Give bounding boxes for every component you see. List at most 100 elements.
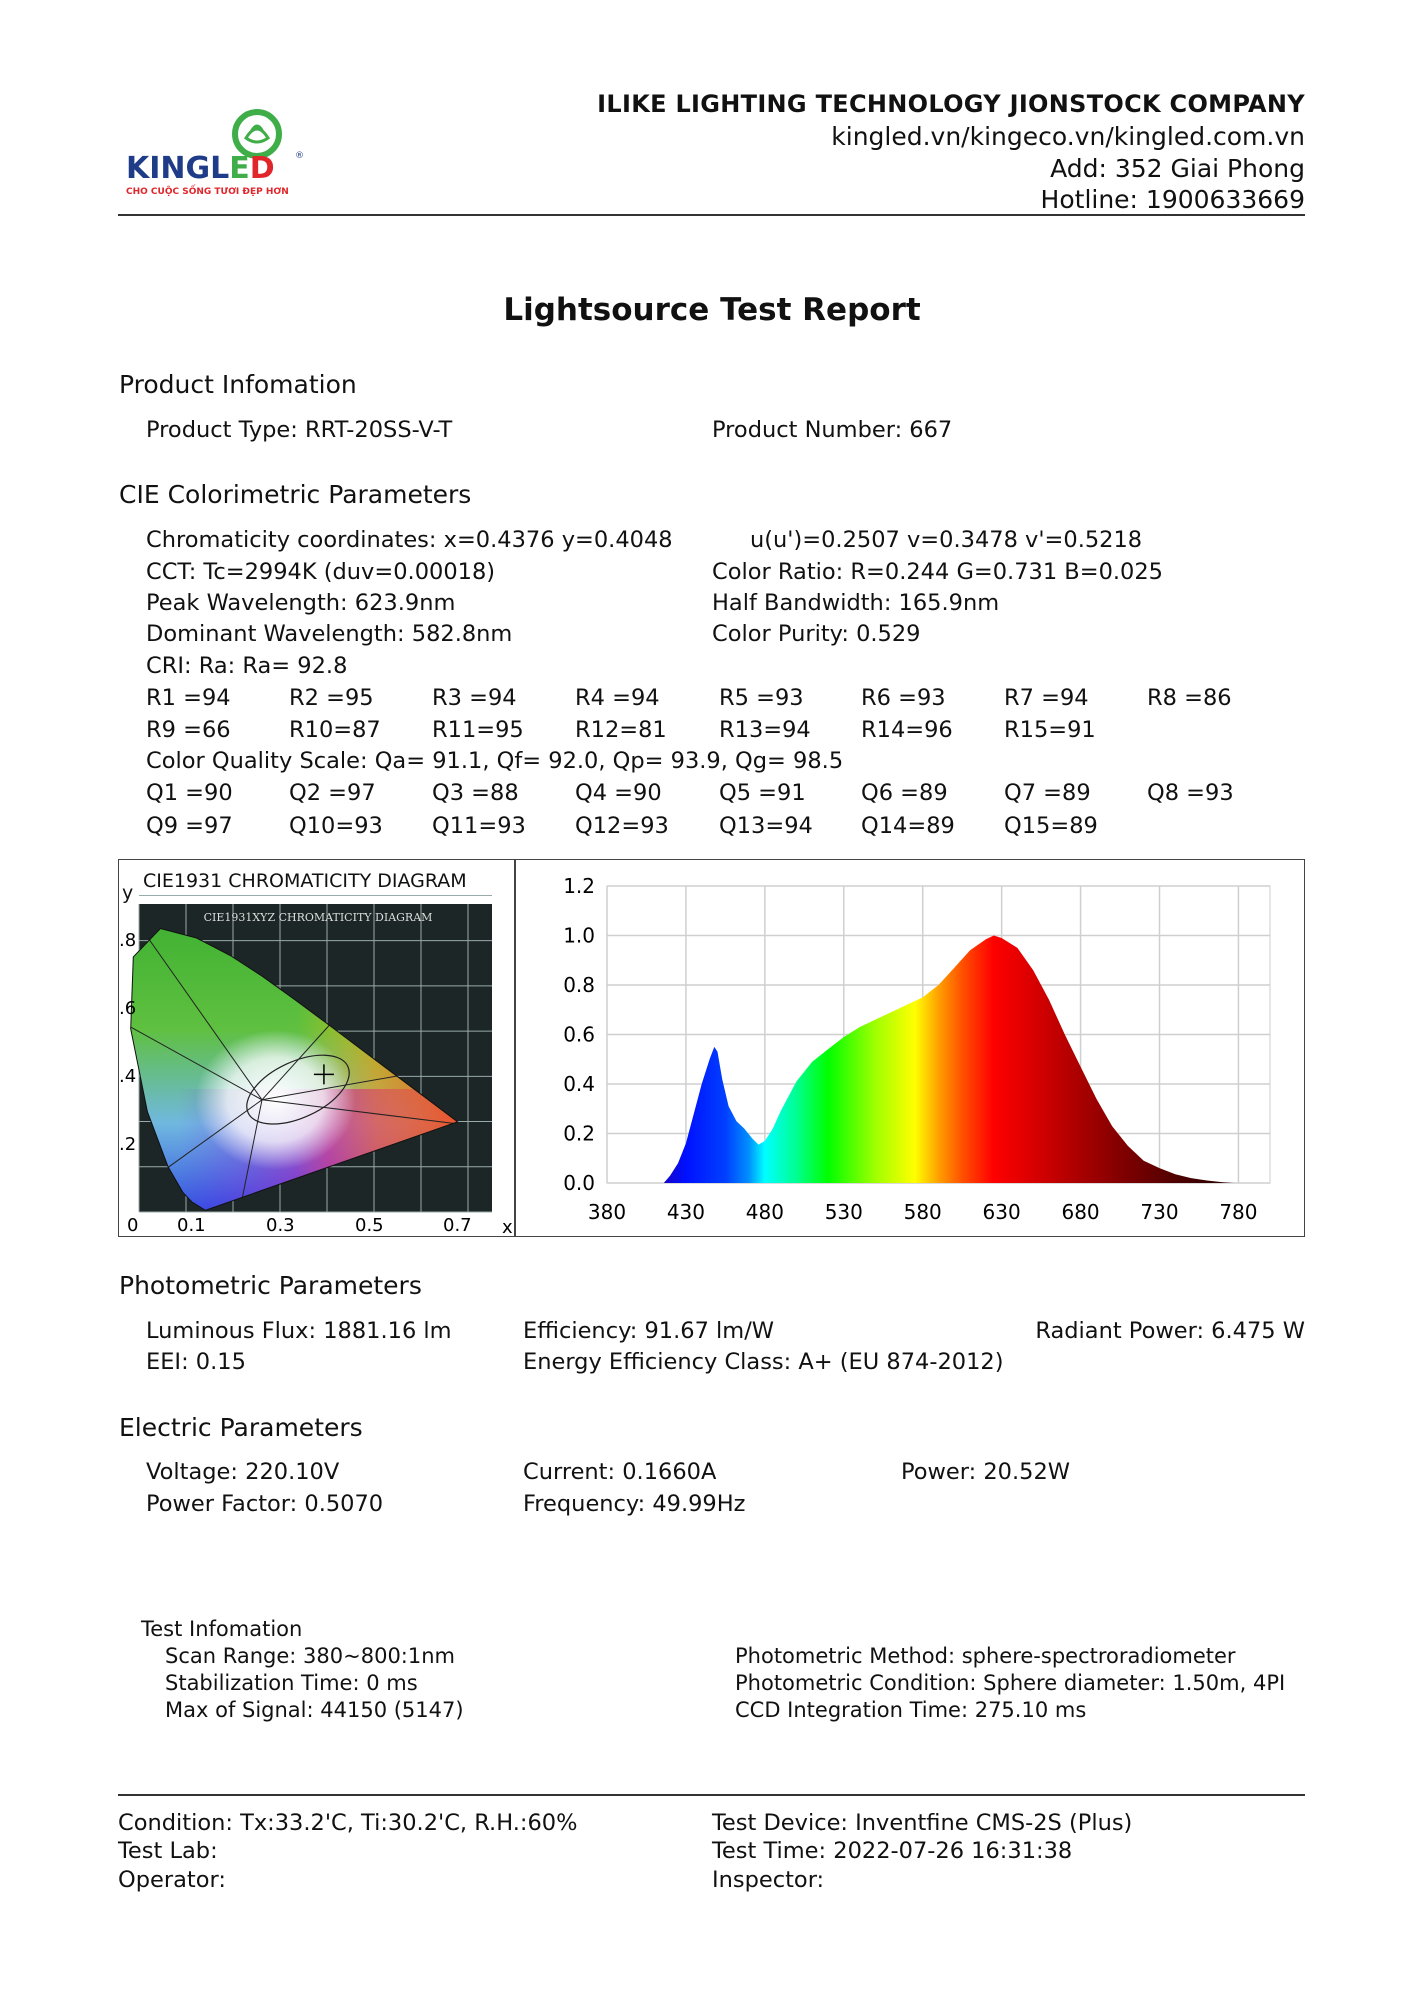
cie-chromaticity-diagram: CIE1931XYZ CHROMATICITY DIAGRAM 0 0.1 0.3 0.… (119, 894, 513, 1237)
cqs-value: Q1 =90 (146, 780, 233, 806)
x-tick-label: 680 (1061, 1200, 1099, 1224)
cqs-value: Q14=89 (861, 813, 955, 839)
y-tick-label: 1.0 (563, 924, 595, 948)
kingled-logo: KINGLED ® CHO CUỘC SỐNG TƯƠI ĐẸP HƠN (126, 109, 304, 197)
condition: Condition: Tx:33.2'C, Ti:30.2'C, R.H.:60… (118, 1810, 578, 1836)
uv-coordinates: u(u')=0.2507 v=0.3478 v'=0.5218 (750, 527, 1143, 553)
cqs-value: Q7 =89 (1004, 780, 1091, 806)
cqs-value: Q8 =93 (1147, 780, 1234, 806)
cqs-value: Q6 =89 (861, 780, 948, 806)
cie-heading: CIE Colorimetric Parameters (119, 480, 472, 509)
x-tick-label: 530 (825, 1200, 863, 1224)
cri-value: R5 =93 (719, 685, 804, 711)
cqs-value: Q3 =88 (432, 780, 519, 806)
y-tick-label: 0.6 (563, 1023, 595, 1047)
color-quality-scale: Color Quality Scale: Qa= 91.1, Qf= 92.0,… (146, 748, 844, 774)
max-signal: Max of Signal: 44150 (5147) (165, 1698, 464, 1722)
white-region-outline (246, 1054, 350, 1125)
cqs-value: Q11=93 (432, 813, 526, 839)
current: Current: 0.1660A (523, 1459, 717, 1485)
x-tick-label: 430 (667, 1200, 705, 1224)
color-ratio: Color Ratio: R=0.244 G=0.731 B=0.025 (712, 559, 1163, 585)
electric-heading: Electric Parameters (119, 1413, 363, 1442)
cri-value: R11=95 (432, 717, 524, 743)
photometric-condition: Photometric Condition: Sphere diameter: … (735, 1671, 1286, 1695)
half-bandwidth: Half Bandwidth: 165.9nm (712, 590, 1000, 616)
hue-boundary-line (261, 1024, 330, 1101)
product-number: Product Number: 667 (712, 417, 953, 443)
scan-range: Scan Range: 380~800:1nm (165, 1644, 456, 1668)
cie-y-tick: .8 (119, 930, 136, 951)
cqs-value: Q15=89 (1004, 813, 1098, 839)
energy-class: Energy Efficiency Class: A+ (EU 874-2012… (523, 1349, 1004, 1375)
peak-wavelength: Peak Wavelength: 623.9nm (146, 590, 456, 616)
x-tick-label: 480 (746, 1200, 784, 1224)
svg-text:®: ® (295, 151, 304, 161)
y-tick-label: 0.2 (563, 1122, 595, 1146)
cri-value: R1 =94 (146, 685, 231, 711)
cri-value: R7 =94 (1004, 685, 1089, 711)
radiant-power: Radiant Power: 6.475 W (1035, 1318, 1305, 1344)
hue-boundary-line (149, 939, 263, 1101)
test-lab: Test Lab: (118, 1838, 218, 1864)
chromaticity: Chromaticity coordinates: x=0.4376 y=0.4… (146, 527, 673, 553)
eei: EEI: 0.15 (146, 1349, 246, 1375)
efficiency: Efficiency: 91.67 lm/W (523, 1318, 775, 1344)
dominant-wavelength: Dominant Wavelength: 582.8nm (146, 621, 513, 647)
bulb-icon (232, 109, 282, 159)
hue-boundary-line (261, 1075, 398, 1101)
cie-y-tick: .6 (119, 998, 136, 1019)
cri-value: R12=81 (575, 717, 667, 743)
cqs-value: Q10=93 (289, 813, 383, 839)
cie-x-tick: 0.7 (443, 1215, 472, 1236)
logo-tagline: CHO CUỘC SỐNG TƯƠI ĐẸP HƠN (126, 184, 289, 197)
websites: kingled.vn/kingeco.vn/kingled.com.vn (831, 122, 1305, 151)
cqs-value: Q2 =97 (289, 780, 376, 806)
cie-y-tick: .2 (119, 1134, 136, 1155)
cqs-value: Q13=94 (719, 813, 813, 839)
charts-frame (118, 859, 1305, 1237)
stabilization-time: Stabilization Time: 0 ms (165, 1671, 418, 1695)
cie-x-tick: 0.5 (355, 1215, 384, 1236)
product-type: Product Type: RRT-20SS-V-T (146, 417, 453, 443)
footer-divider (118, 1794, 1305, 1796)
cri-value: R13=94 (719, 717, 811, 743)
cri-value: R14=96 (861, 717, 953, 743)
test-time: Test Time: 2022-07-26 16:31:38 (712, 1838, 1073, 1864)
report-title: Lightsource Test Report (503, 292, 921, 328)
x-tick-label: 380 (588, 1200, 626, 1224)
photometric-method: Photometric Method: sphere-spectroradiom… (735, 1644, 1236, 1668)
logo-wordmark: KINGLED (126, 151, 275, 186)
header-divider (118, 214, 1305, 216)
cri-value: R4 =94 (575, 685, 660, 711)
cie-y-tick: .4 (119, 1066, 136, 1087)
cie-inner-title: CIE1931XYZ CHROMATICITY DIAGRAM (204, 911, 433, 924)
cqs-value: Q5 =91 (719, 780, 806, 806)
x-tick-label: 580 (904, 1200, 942, 1224)
cie-y-label: y (122, 882, 134, 904)
spectrum-area (607, 935, 1239, 1183)
cri-value: R9 =66 (146, 717, 231, 743)
cqs-value: Q4 =90 (575, 780, 662, 806)
cie-diagram-title: CIE1931 CHROMATICITY DIAGRAM (143, 870, 467, 892)
power: Power: 20.52W (901, 1459, 1071, 1485)
color-purity: Color Purity: 0.529 (712, 621, 921, 647)
hue-boundary-line (261, 1099, 456, 1125)
cri: CRI: Ra: Ra= 92.8 (146, 653, 348, 679)
y-tick-label: 0.0 (563, 1171, 595, 1195)
cie-x-tick: 0 (127, 1215, 138, 1236)
cqs-value: Q12=93 (575, 813, 669, 839)
company-name: ILIKE LIGHTING TECHNOLOGY JIONSTOCK COMP… (597, 90, 1305, 118)
y-tick-label: 0.8 (563, 973, 595, 997)
cri-value: R10=87 (289, 717, 381, 743)
cie-x-tick: 0.1 (177, 1215, 206, 1236)
product-heading: Product Infomation (119, 370, 357, 399)
inspector: Inspector: (712, 1867, 825, 1893)
photometric-heading: Photometric Parameters (119, 1271, 422, 1300)
x-tick-label: 730 (1140, 1200, 1178, 1224)
hotline: Hotline: 1900633669 (1040, 185, 1305, 214)
x-tick-label: 630 (983, 1200, 1021, 1224)
cct: CCT: Tc=2994K (duv=0.00018) (146, 559, 496, 585)
spectrum-chart: 0.0 0.2 0.4 0.6 0.8 1.0 1.2 380 430 480 530 580 630 6… (563, 874, 1271, 1224)
test-info-heading: Test Infomation (141, 1617, 303, 1641)
